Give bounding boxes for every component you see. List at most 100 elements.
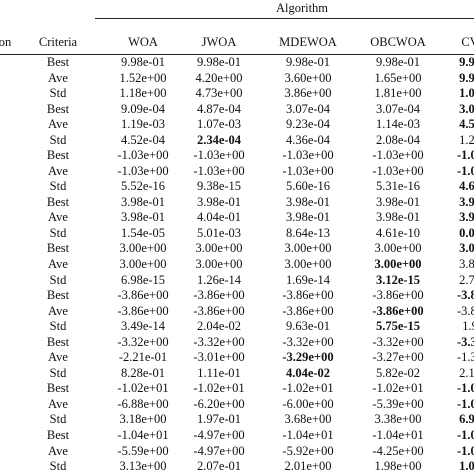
- value-cell: -3.32e+00: [372, 334, 424, 349]
- value-cell: 3.98: [459, 194, 474, 209]
- value-cell: 5.52e-16: [120, 179, 166, 194]
- criteria-cell: Best: [46, 147, 70, 162]
- value-cell: -1.03e+00: [193, 163, 245, 178]
- value-cell: -6.88e+00: [117, 396, 169, 411]
- value-cell: 9.09e-04: [120, 101, 166, 116]
- value-cell: 2.34e-04: [196, 132, 242, 147]
- value-cell: 1.52e+00: [119, 70, 167, 85]
- value-cell: -1.02: [456, 381, 474, 396]
- value-cell: 1.11e-01: [197, 365, 241, 380]
- value-cell: 4.61e-10: [375, 225, 421, 240]
- value-cell: -1.04: [456, 443, 474, 458]
- value-cell: 5.60e-16: [285, 179, 331, 194]
- value-cell: -4.97e+00: [193, 443, 245, 458]
- group-rule: [95, 18, 474, 19]
- value-cell: 3.18e+00: [119, 412, 167, 427]
- criteria-cell: Std: [49, 272, 67, 287]
- value-cell: 2.01e+00: [284, 458, 332, 473]
- criteria-cell: Ave: [48, 70, 68, 85]
- value-cell: -3.86e+00: [282, 303, 334, 318]
- value-cell: 9.98: [459, 70, 474, 85]
- value-cell: 4.52: [459, 116, 474, 131]
- value-cell: 9.98: [459, 54, 474, 69]
- value-cell: -3.86: [456, 303, 474, 318]
- value-cell: -1.02e+01: [282, 381, 334, 396]
- value-cell: 1.98e+00: [374, 458, 422, 473]
- value-cell: 3.98e-01: [120, 194, 166, 209]
- value-cell: 3.00e+00: [284, 256, 332, 271]
- value-cell: -3.01e+00: [193, 350, 245, 364]
- criteria-cell: Std: [49, 132, 67, 147]
- value-cell: 4.20e+00: [195, 70, 243, 85]
- value-cell: 3.00e+00: [374, 256, 422, 271]
- value-cell: 3.98e-01: [375, 194, 421, 209]
- value-cell: 3.00e+00: [284, 241, 332, 256]
- value-cell: -1.03e+00: [372, 147, 424, 162]
- value-cell: 3.98e-01: [285, 210, 331, 225]
- value-cell: -1.02e+01: [193, 381, 245, 396]
- criteria-cell: Ave: [48, 303, 68, 318]
- value-cell: -4.25e+00: [372, 443, 424, 458]
- criteria-cell: Best: [46, 54, 70, 69]
- criteria-cell: Std: [49, 85, 67, 100]
- criteria-cell: Ave: [48, 350, 68, 364]
- value-cell: -5.39e+00: [372, 396, 424, 411]
- header-rule: [0, 54, 474, 55]
- value-cell: 8.28e-01: [120, 365, 166, 380]
- criteria-cell: Best: [46, 427, 70, 442]
- value-cell: 9.98e-01: [196, 54, 242, 69]
- group-header: Algorithm: [275, 0, 329, 15]
- value-cell: -3.32e+00: [193, 334, 245, 349]
- value-cell: 3.00e+00: [195, 241, 243, 256]
- value-cell: 4.87e-04: [196, 101, 242, 116]
- value-cell: -1.04: [456, 427, 474, 442]
- value-cell: 2.08e-04: [375, 132, 421, 147]
- value-cell: 4.04e-01: [196, 210, 242, 225]
- value-cell: 1.54e-05: [120, 225, 166, 240]
- column-header: OBCWOA: [370, 34, 426, 49]
- value-cell: -3.86e+00: [117, 303, 169, 318]
- value-cell: -3.29e+00: [282, 350, 334, 364]
- value-cell: -1.03e+00: [117, 163, 169, 178]
- value-cell: -3.86: [456, 287, 474, 302]
- value-cell: 6.98e-15: [120, 272, 166, 287]
- value-cell: -3.86e+00: [282, 287, 334, 302]
- value-cell: 5.82e-02: [375, 365, 421, 380]
- value-cell: -3.27e+00: [372, 350, 424, 364]
- value-cell: -3.86e+00: [193, 287, 245, 302]
- value-cell: -5.59e+00: [117, 443, 169, 458]
- value-cell: -1.04e+01: [282, 427, 334, 442]
- criteria-cell: Best: [46, 381, 70, 396]
- value-cell: 0.00: [459, 225, 474, 240]
- criteria-cell: Ave: [48, 396, 68, 411]
- criteria-cell: Best: [46, 101, 70, 116]
- value-cell: -1.03e+00: [117, 147, 169, 162]
- value-cell: 3.60e+00: [284, 70, 332, 85]
- criteria-cell: Best: [46, 194, 70, 209]
- value-cell: 3.98e-01: [120, 210, 166, 225]
- value-cell: 3.07: [459, 101, 474, 116]
- column-header: CV: [461, 34, 474, 49]
- criteria-cell: Best: [46, 287, 70, 302]
- criteria-cell: Std: [49, 458, 67, 473]
- value-cell: -3.32: [456, 334, 474, 349]
- value-cell: 2.17: [459, 365, 474, 380]
- column-header: JWOA: [201, 34, 237, 49]
- criteria-cell: Best: [46, 334, 70, 349]
- value-cell: 1.18e+00: [119, 85, 167, 100]
- value-cell: 3.98: [459, 210, 474, 225]
- criteria-cell: Std: [49, 225, 67, 240]
- value-cell: 5.31e-16: [375, 179, 421, 194]
- value-cell: -3.86e+00: [372, 303, 424, 318]
- value-cell: -1.30: [456, 350, 474, 364]
- value-cell: 3.98e-01: [196, 194, 242, 209]
- value-cell: -1.03e+00: [372, 163, 424, 178]
- value-cell: -1.04e+01: [372, 427, 424, 442]
- value-cell: 5.75e-15: [375, 318, 421, 333]
- criteria-cell: Ave: [48, 443, 68, 458]
- value-cell: 4.36e-04: [285, 132, 331, 147]
- criteria-cell: Std: [49, 412, 67, 427]
- value-cell: 4.52e-04: [120, 132, 166, 147]
- value-cell: 3.00e+00: [119, 241, 167, 256]
